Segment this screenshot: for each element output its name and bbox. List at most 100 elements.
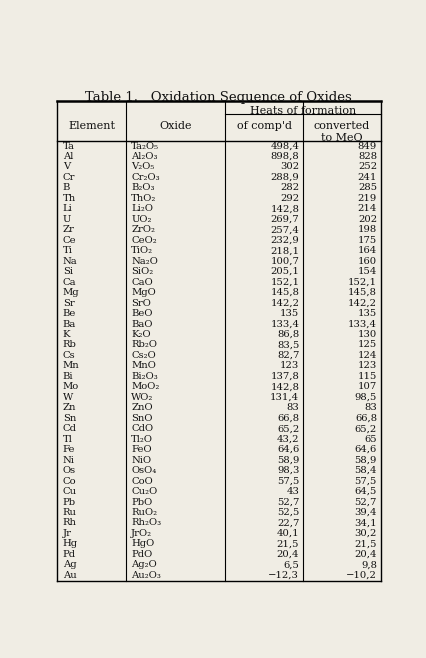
Text: 64,6: 64,6	[354, 445, 376, 454]
Text: 152,1: 152,1	[270, 278, 299, 287]
Text: Cd: Cd	[63, 424, 76, 433]
Text: 123: 123	[279, 361, 299, 370]
Text: 64,5: 64,5	[354, 487, 376, 496]
Text: Zn: Zn	[63, 403, 76, 413]
Text: 133,4: 133,4	[347, 320, 376, 328]
Text: 282: 282	[279, 184, 299, 192]
Text: 152,1: 152,1	[347, 278, 376, 287]
Text: Ba: Ba	[63, 320, 76, 328]
Text: Li: Li	[63, 205, 72, 213]
Text: 58,4: 58,4	[354, 466, 376, 475]
Text: 160: 160	[357, 257, 376, 266]
Text: JrO₂: JrO₂	[131, 529, 152, 538]
Text: 218,1: 218,1	[270, 246, 299, 255]
Text: SrO: SrO	[131, 299, 151, 307]
Text: Th: Th	[63, 194, 76, 203]
Text: ThO₂: ThO₂	[131, 194, 156, 203]
Text: 142,2: 142,2	[347, 299, 376, 307]
Text: 6,5: 6,5	[283, 561, 299, 569]
Text: W: W	[63, 393, 73, 402]
Text: Pd: Pd	[63, 550, 75, 559]
Text: Bi: Bi	[63, 372, 73, 381]
Text: MgO: MgO	[131, 288, 155, 297]
Text: Hg: Hg	[63, 540, 78, 548]
Text: Cr: Cr	[63, 173, 75, 182]
Text: Cr₂O₃: Cr₂O₃	[131, 173, 159, 182]
Text: 83: 83	[286, 403, 299, 413]
Text: 57,5: 57,5	[276, 476, 299, 486]
Text: 52,7: 52,7	[354, 497, 376, 507]
Text: 39,4: 39,4	[354, 508, 376, 517]
Text: V: V	[63, 163, 70, 172]
Text: Al₂O₃: Al₂O₃	[131, 152, 157, 161]
Text: 65,2: 65,2	[354, 424, 376, 433]
Text: ZnO: ZnO	[131, 403, 153, 413]
Text: Os: Os	[63, 466, 75, 475]
Text: 898,8: 898,8	[270, 152, 299, 161]
Text: Zr: Zr	[63, 225, 75, 234]
Text: 145,8: 145,8	[347, 288, 376, 297]
Text: Co: Co	[63, 476, 76, 486]
Text: Ag: Ag	[63, 561, 76, 569]
Text: 828: 828	[357, 152, 376, 161]
Text: 137,8: 137,8	[270, 372, 299, 381]
Text: 135: 135	[357, 309, 376, 318]
Text: 302: 302	[279, 163, 299, 172]
Text: 232,9: 232,9	[270, 236, 299, 245]
Text: 66,8: 66,8	[276, 414, 299, 422]
Text: ZrO₂: ZrO₂	[131, 225, 155, 234]
Text: Sn: Sn	[63, 414, 76, 422]
Text: 252: 252	[357, 163, 376, 172]
Text: Cu₂O: Cu₂O	[131, 487, 157, 496]
Text: 115: 115	[357, 372, 376, 381]
Text: 86,8: 86,8	[276, 330, 299, 339]
Text: 52,7: 52,7	[276, 497, 299, 507]
Text: FeO: FeO	[131, 445, 151, 454]
Text: Si: Si	[63, 267, 72, 276]
Text: Fe: Fe	[63, 445, 75, 454]
Text: Na: Na	[63, 257, 77, 266]
Text: 65: 65	[363, 435, 376, 443]
Text: HgO: HgO	[131, 540, 154, 548]
Text: 288,9: 288,9	[270, 173, 299, 182]
Text: 66,8: 66,8	[354, 414, 376, 422]
Text: Ru: Ru	[63, 508, 76, 517]
Text: RuO₂: RuO₂	[131, 508, 157, 517]
Text: 43,2: 43,2	[276, 435, 299, 443]
Text: 65,2: 65,2	[276, 424, 299, 433]
Text: Jr: Jr	[63, 529, 72, 538]
Text: Rb₂O: Rb₂O	[131, 340, 157, 349]
Text: Cs: Cs	[63, 351, 75, 360]
Text: 849: 849	[357, 141, 376, 151]
Text: −10,2: −10,2	[345, 571, 376, 580]
Text: Cs₂O: Cs₂O	[131, 351, 155, 360]
Text: Ni: Ni	[63, 455, 75, 465]
Text: CaO: CaO	[131, 278, 153, 287]
Text: V₂O₅: V₂O₅	[131, 163, 154, 172]
Text: of comp'd: of comp'd	[236, 120, 291, 130]
Text: Ag₂O: Ag₂O	[131, 561, 156, 569]
Text: 34,1: 34,1	[354, 519, 376, 528]
Text: WO₂: WO₂	[131, 393, 153, 402]
Text: Be: Be	[63, 309, 76, 318]
Text: 164: 164	[357, 246, 376, 255]
Text: 142,2: 142,2	[270, 299, 299, 307]
Text: SnO: SnO	[131, 414, 152, 422]
Text: Sr: Sr	[63, 299, 74, 307]
Text: Heats of formation: Heats of formation	[250, 106, 356, 116]
Text: Au: Au	[63, 571, 76, 580]
Text: 292: 292	[279, 194, 299, 203]
Text: 175: 175	[357, 236, 376, 245]
Text: 269,7: 269,7	[270, 215, 299, 224]
Text: Tl: Tl	[63, 435, 72, 443]
Text: Bi₂O₃: Bi₂O₃	[131, 372, 158, 381]
Text: PbO: PbO	[131, 497, 152, 507]
Text: BaO: BaO	[131, 320, 152, 328]
Text: TiO₂: TiO₂	[131, 246, 153, 255]
Text: 285: 285	[357, 184, 376, 192]
Text: 257,4: 257,4	[270, 225, 299, 234]
Text: NiO: NiO	[131, 455, 151, 465]
Text: 83: 83	[363, 403, 376, 413]
Text: Oxide: Oxide	[159, 120, 192, 130]
Text: 40,1: 40,1	[276, 529, 299, 538]
